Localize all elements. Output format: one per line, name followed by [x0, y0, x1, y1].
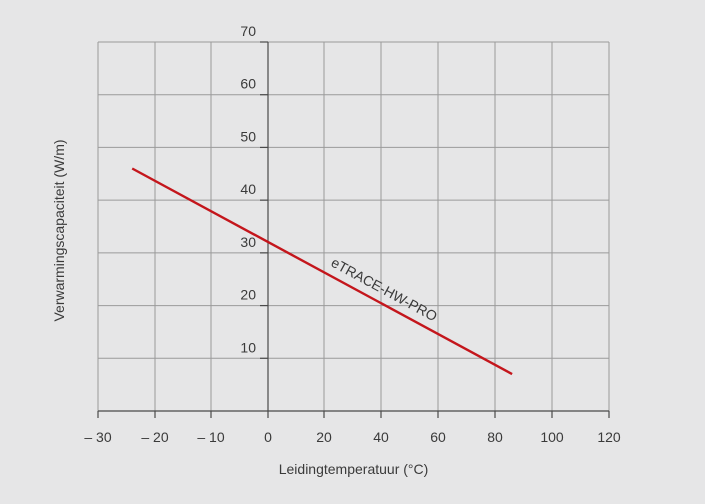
y-tick-label: 30: [240, 234, 256, 250]
x-axis-title: Leidingtemperatuur (°C): [279, 461, 429, 477]
x-tick-label: 0: [264, 429, 272, 445]
grid: [97, 41, 610, 411]
series-line: [131, 167, 513, 376]
y-tick-label: 40: [240, 181, 256, 197]
y-axis-title: Verwarmingscapaciteit (W/m): [51, 139, 67, 321]
x-tick-label: 80: [487, 429, 503, 445]
x-tick-label: – 30: [84, 429, 111, 445]
x-tick-label: 40: [373, 429, 389, 445]
axes: [98, 42, 609, 412]
y-tick-label: 20: [240, 287, 256, 303]
y-tick-label: 10: [240, 339, 256, 355]
x-tick-label: 20: [316, 429, 332, 445]
x-tick-label: 100: [540, 429, 564, 445]
y-tick-label: 60: [240, 76, 256, 92]
series: eTRACE-HW-PRO: [131, 167, 513, 376]
series-label: eTRACE-HW-PRO: [329, 254, 440, 324]
y-tick-label: 70: [240, 23, 256, 39]
x-tick-label: – 10: [197, 429, 224, 445]
ticks: – 30 – 20 – 10 0 20 40 60 80 100 120 10 20 30 40 50 60 7…: [84, 23, 621, 445]
x-tick-label: 60: [430, 429, 446, 445]
x-tick-label: 120: [597, 429, 621, 445]
x-tick-label: – 20: [141, 429, 168, 445]
y-tick-label: 50: [240, 128, 256, 144]
